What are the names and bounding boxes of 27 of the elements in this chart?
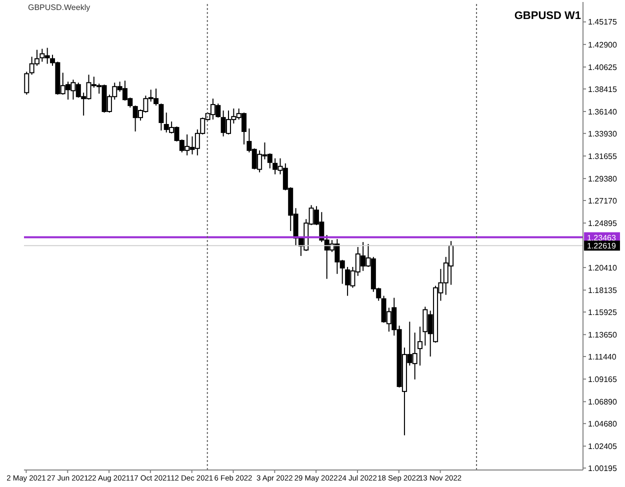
candlestick [418,326,422,366]
y-tick-label: 1.33930 [588,129,618,138]
y-tick-label: 1.45175 [588,18,618,27]
candlestick [24,71,30,96]
y-tick-label: 1.24895 [588,218,618,228]
annotation: GBPUSD W1 [514,10,581,22]
chart-title: GBPUSD.Weekly [28,3,90,12]
y-tick-label: 1.31655 [588,152,618,161]
y-tick-label: 1.06890 [588,397,618,406]
y-tick-label: 1.18135 [588,286,618,295]
y-tick-label: 1.27170 [588,196,618,206]
y-tick-label: 1.02405 [588,442,618,451]
y-tick-label: 1.36140 [588,107,618,116]
y-tick-label: 1.09165 [588,374,618,384]
y-tick-label: 1.15925 [588,308,618,317]
candlestick [158,103,164,131]
y-tick-label: 1.42900 [588,40,618,50]
ref-line-label: 1.22619 [587,242,616,251]
ref-line-label: 1.23463 [587,233,616,242]
y-tick-label: 1.40625 [588,62,618,72]
y-tick-label: 1.11440 [588,352,617,362]
y-tick-label: 1.29380 [588,174,618,184]
y-tick-label: 1.13650 [588,330,618,340]
y-tick-label: 1.38415 [588,84,618,94]
y-tick-label: 1.04680 [588,419,618,428]
y-tick-label: 1.20410 [588,263,618,272]
y-tick-label: 1.00195 [588,464,618,473]
